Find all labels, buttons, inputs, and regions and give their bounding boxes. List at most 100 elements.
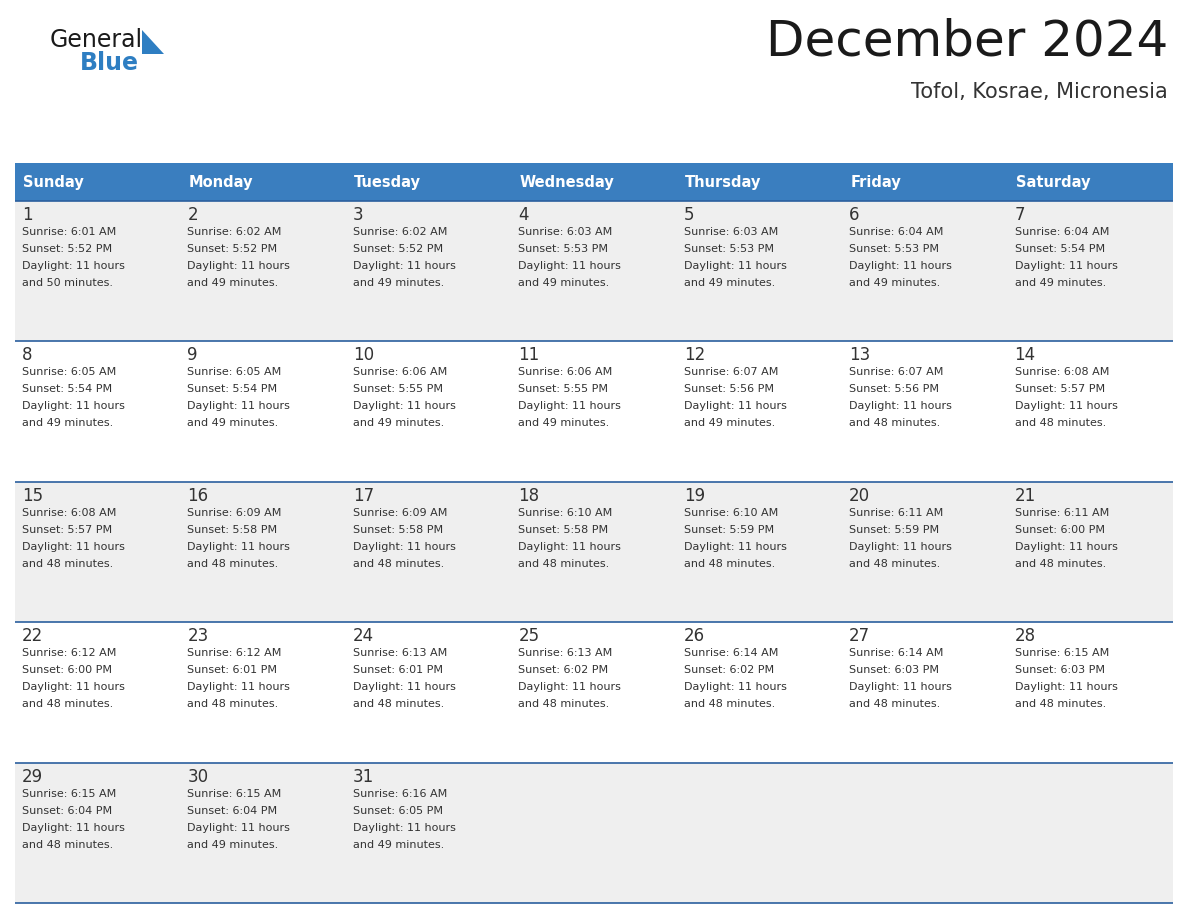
Text: Daylight: 11 hours: Daylight: 11 hours xyxy=(188,682,290,692)
Text: 29: 29 xyxy=(23,767,43,786)
Text: and 48 minutes.: and 48 minutes. xyxy=(849,700,941,710)
Text: Daylight: 11 hours: Daylight: 11 hours xyxy=(188,261,290,271)
Text: Sunset: 5:55 PM: Sunset: 5:55 PM xyxy=(518,385,608,395)
Text: Sunset: 5:52 PM: Sunset: 5:52 PM xyxy=(353,244,443,254)
Bar xyxy=(15,201,1173,341)
Text: Sunday: Sunday xyxy=(23,174,83,189)
Text: Daylight: 11 hours: Daylight: 11 hours xyxy=(353,542,456,552)
Text: and 48 minutes.: and 48 minutes. xyxy=(23,700,113,710)
Text: 27: 27 xyxy=(849,627,871,645)
Text: Sunset: 6:00 PM: Sunset: 6:00 PM xyxy=(1015,525,1105,535)
Text: Daylight: 11 hours: Daylight: 11 hours xyxy=(353,682,456,692)
Text: Sunset: 5:55 PM: Sunset: 5:55 PM xyxy=(353,385,443,395)
Text: Sunrise: 6:03 AM: Sunrise: 6:03 AM xyxy=(518,227,613,237)
Text: Sunrise: 6:09 AM: Sunrise: 6:09 AM xyxy=(353,508,447,518)
Text: 28: 28 xyxy=(1015,627,1036,645)
Text: Sunrise: 6:06 AM: Sunrise: 6:06 AM xyxy=(353,367,447,377)
Text: Sunrise: 6:15 AM: Sunrise: 6:15 AM xyxy=(23,789,116,799)
Text: Sunrise: 6:07 AM: Sunrise: 6:07 AM xyxy=(684,367,778,377)
Text: and 48 minutes.: and 48 minutes. xyxy=(23,559,113,569)
Text: and 48 minutes.: and 48 minutes. xyxy=(849,419,941,429)
Text: Daylight: 11 hours: Daylight: 11 hours xyxy=(188,542,290,552)
Text: Sunrise: 6:12 AM: Sunrise: 6:12 AM xyxy=(188,648,282,658)
Bar xyxy=(15,341,1173,482)
Text: 20: 20 xyxy=(849,487,871,505)
Text: Sunset: 5:56 PM: Sunset: 5:56 PM xyxy=(849,385,940,395)
Text: Sunrise: 6:15 AM: Sunrise: 6:15 AM xyxy=(1015,648,1108,658)
Text: and 48 minutes.: and 48 minutes. xyxy=(684,700,775,710)
Text: Sunset: 5:54 PM: Sunset: 5:54 PM xyxy=(1015,244,1105,254)
Text: Daylight: 11 hours: Daylight: 11 hours xyxy=(1015,542,1118,552)
Text: Daylight: 11 hours: Daylight: 11 hours xyxy=(1015,682,1118,692)
Text: Daylight: 11 hours: Daylight: 11 hours xyxy=(188,823,290,833)
Text: 17: 17 xyxy=(353,487,374,505)
Text: 22: 22 xyxy=(23,627,43,645)
Text: Blue: Blue xyxy=(80,51,139,75)
Text: Sunrise: 6:04 AM: Sunrise: 6:04 AM xyxy=(849,227,943,237)
Text: Daylight: 11 hours: Daylight: 11 hours xyxy=(1015,261,1118,271)
Text: and 48 minutes.: and 48 minutes. xyxy=(1015,700,1106,710)
Text: Sunrise: 6:13 AM: Sunrise: 6:13 AM xyxy=(518,648,613,658)
Text: 8: 8 xyxy=(23,346,32,364)
Text: Sunset: 6:01 PM: Sunset: 6:01 PM xyxy=(353,666,443,676)
Text: Daylight: 11 hours: Daylight: 11 hours xyxy=(684,542,786,552)
Text: Sunrise: 6:12 AM: Sunrise: 6:12 AM xyxy=(23,648,116,658)
Text: Daylight: 11 hours: Daylight: 11 hours xyxy=(518,261,621,271)
Text: Sunrise: 6:07 AM: Sunrise: 6:07 AM xyxy=(849,367,943,377)
Text: Sunrise: 6:10 AM: Sunrise: 6:10 AM xyxy=(684,508,778,518)
Text: Sunset: 6:02 PM: Sunset: 6:02 PM xyxy=(684,666,773,676)
Text: Daylight: 11 hours: Daylight: 11 hours xyxy=(23,261,125,271)
Text: Sunset: 5:53 PM: Sunset: 5:53 PM xyxy=(684,244,773,254)
Text: and 49 minutes.: and 49 minutes. xyxy=(23,419,113,429)
Text: Daylight: 11 hours: Daylight: 11 hours xyxy=(518,542,621,552)
Text: and 49 minutes.: and 49 minutes. xyxy=(353,840,444,849)
Text: and 48 minutes.: and 48 minutes. xyxy=(188,700,279,710)
Text: Tofol, Kosrae, Micronesia: Tofol, Kosrae, Micronesia xyxy=(911,82,1168,102)
Bar xyxy=(15,622,1173,763)
Text: Sunrise: 6:02 AM: Sunrise: 6:02 AM xyxy=(188,227,282,237)
Text: 2: 2 xyxy=(188,206,198,224)
Text: Sunrise: 6:14 AM: Sunrise: 6:14 AM xyxy=(684,648,778,658)
Polygon shape xyxy=(143,30,164,54)
Text: Sunset: 6:02 PM: Sunset: 6:02 PM xyxy=(518,666,608,676)
Text: Sunrise: 6:16 AM: Sunrise: 6:16 AM xyxy=(353,789,447,799)
Text: Sunset: 5:57 PM: Sunset: 5:57 PM xyxy=(1015,385,1105,395)
Text: Daylight: 11 hours: Daylight: 11 hours xyxy=(849,542,952,552)
Text: Daylight: 11 hours: Daylight: 11 hours xyxy=(188,401,290,411)
Text: Sunrise: 6:11 AM: Sunrise: 6:11 AM xyxy=(849,508,943,518)
Text: and 48 minutes.: and 48 minutes. xyxy=(1015,559,1106,569)
Bar xyxy=(1007,163,1173,201)
Text: 6: 6 xyxy=(849,206,860,224)
Text: Sunset: 5:56 PM: Sunset: 5:56 PM xyxy=(684,385,773,395)
Text: Sunrise: 6:15 AM: Sunrise: 6:15 AM xyxy=(188,789,282,799)
Text: General: General xyxy=(50,28,143,52)
Text: Daylight: 11 hours: Daylight: 11 hours xyxy=(849,401,952,411)
Text: Sunset: 5:53 PM: Sunset: 5:53 PM xyxy=(518,244,608,254)
Text: Sunset: 6:03 PM: Sunset: 6:03 PM xyxy=(1015,666,1105,676)
Text: 19: 19 xyxy=(684,487,704,505)
Text: and 48 minutes.: and 48 minutes. xyxy=(353,700,444,710)
Bar xyxy=(511,163,677,201)
Text: Sunrise: 6:13 AM: Sunrise: 6:13 AM xyxy=(353,648,447,658)
Text: December 2024: December 2024 xyxy=(766,18,1168,66)
Text: and 48 minutes.: and 48 minutes. xyxy=(518,559,609,569)
Text: 23: 23 xyxy=(188,627,209,645)
Text: Sunrise: 6:11 AM: Sunrise: 6:11 AM xyxy=(1015,508,1108,518)
Text: Sunset: 5:54 PM: Sunset: 5:54 PM xyxy=(23,385,112,395)
Text: 11: 11 xyxy=(518,346,539,364)
Text: 15: 15 xyxy=(23,487,43,505)
Text: 13: 13 xyxy=(849,346,871,364)
Bar xyxy=(181,163,346,201)
Text: Friday: Friday xyxy=(851,174,901,189)
Text: Sunset: 5:57 PM: Sunset: 5:57 PM xyxy=(23,525,112,535)
Text: Sunset: 5:59 PM: Sunset: 5:59 PM xyxy=(849,525,940,535)
Text: Sunrise: 6:04 AM: Sunrise: 6:04 AM xyxy=(1015,227,1108,237)
Text: Sunrise: 6:10 AM: Sunrise: 6:10 AM xyxy=(518,508,613,518)
Text: Sunset: 5:53 PM: Sunset: 5:53 PM xyxy=(849,244,940,254)
Text: Daylight: 11 hours: Daylight: 11 hours xyxy=(353,401,456,411)
Text: 24: 24 xyxy=(353,627,374,645)
Text: Sunset: 5:52 PM: Sunset: 5:52 PM xyxy=(188,244,278,254)
Text: and 48 minutes.: and 48 minutes. xyxy=(684,559,775,569)
Text: Sunset: 6:04 PM: Sunset: 6:04 PM xyxy=(23,806,112,815)
Text: Sunset: 5:58 PM: Sunset: 5:58 PM xyxy=(353,525,443,535)
